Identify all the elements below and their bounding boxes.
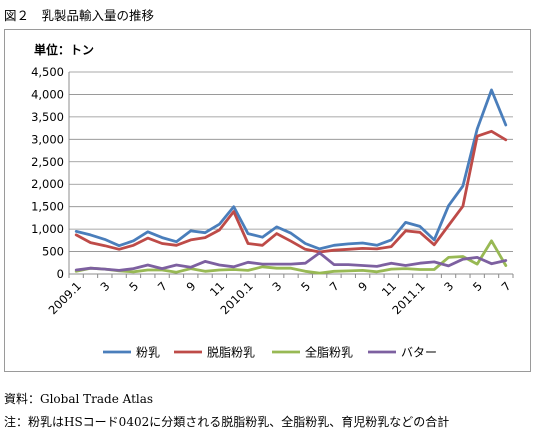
x-tick-label: 2011.1 bbox=[389, 279, 427, 317]
y-tick-label: 500 bbox=[42, 245, 64, 259]
x-tick-label: 11 bbox=[207, 279, 227, 299]
y-tick-label: 2,000 bbox=[31, 177, 64, 191]
series-line bbox=[74, 129, 508, 254]
x-tick-label: 9 bbox=[355, 279, 370, 294]
y-tick-label: 2,500 bbox=[31, 155, 64, 169]
x-tick-label: 2010.1 bbox=[217, 279, 255, 317]
x-tick-label: 2009.1 bbox=[46, 279, 84, 317]
figure-title: 図２ 乳製品輸入量の推移 bbox=[4, 8, 155, 23]
y-tick-label: 4,500 bbox=[31, 65, 64, 79]
y-unit-label: 単位：トン bbox=[34, 43, 95, 57]
x-tick-label: 3 bbox=[269, 279, 284, 294]
x-tick-label: 11 bbox=[379, 279, 399, 299]
y-tick-label: 3,000 bbox=[31, 132, 64, 146]
legend-label: 粉乳 bbox=[136, 346, 160, 360]
x-tick-label: 5 bbox=[298, 279, 313, 294]
y-tick-label: 3,500 bbox=[31, 110, 64, 124]
y-tick-label: 1,000 bbox=[31, 222, 64, 236]
series-line bbox=[74, 251, 508, 272]
x-tick-label: 9 bbox=[183, 279, 198, 294]
x-tick-label: 7 bbox=[327, 279, 342, 294]
legend-label: 脱脂粉乳 bbox=[207, 345, 255, 360]
y-tick-label: 0 bbox=[57, 267, 64, 281]
series-line bbox=[74, 239, 508, 275]
series-line bbox=[74, 88, 508, 251]
y-tick-label: 1,500 bbox=[31, 200, 64, 214]
x-tick-label: 7 bbox=[155, 279, 170, 294]
legend-label: 全脂粉乳 bbox=[305, 345, 353, 360]
legend-label: バター bbox=[401, 346, 437, 360]
remark-note: 注：粉乳はHSコード0402に分類される脱脂粉乳、全脂粉乳、育児粉乳などの合計 bbox=[4, 415, 450, 429]
x-tick-label: 7 bbox=[499, 279, 514, 294]
x-tick-label: 3 bbox=[441, 279, 456, 294]
x-tick-label: 5 bbox=[470, 279, 485, 294]
source-note: 資料：Global Trade Atlas bbox=[4, 392, 154, 406]
x-tick-label: 5 bbox=[126, 279, 141, 294]
y-tick-label: 4,000 bbox=[31, 87, 64, 101]
line-chart: 0 500 1,000 1,500 2,000 2,500 3,000 3,500 4,000 4… bbox=[31, 65, 514, 360]
chart-frame bbox=[4, 29, 531, 372]
x-tick-label: 3 bbox=[98, 279, 113, 294]
